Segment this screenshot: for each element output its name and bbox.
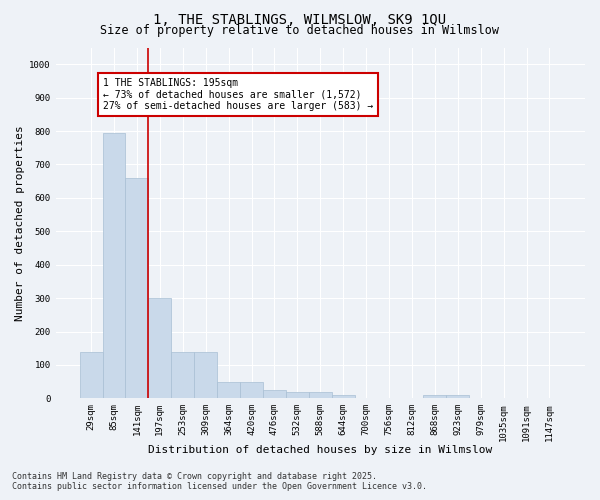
X-axis label: Distribution of detached houses by size in Wilmslow: Distribution of detached houses by size … xyxy=(148,445,493,455)
Bar xyxy=(217,382,240,398)
Bar xyxy=(286,392,309,398)
Bar xyxy=(103,132,125,398)
Bar xyxy=(80,352,103,399)
Bar xyxy=(424,395,446,398)
Text: Size of property relative to detached houses in Wilmslow: Size of property relative to detached ho… xyxy=(101,24,499,37)
Bar xyxy=(148,298,171,398)
Bar xyxy=(263,390,286,398)
Bar xyxy=(171,352,194,399)
Y-axis label: Number of detached properties: Number of detached properties xyxy=(15,125,25,321)
Bar xyxy=(240,382,263,398)
Bar xyxy=(309,392,332,398)
Bar xyxy=(332,395,355,398)
Bar xyxy=(125,178,148,398)
Text: 1 THE STABLINGS: 195sqm
← 73% of detached houses are smaller (1,572)
27% of semi: 1 THE STABLINGS: 195sqm ← 73% of detache… xyxy=(103,78,373,111)
Text: Contains HM Land Registry data © Crown copyright and database right 2025.
Contai: Contains HM Land Registry data © Crown c… xyxy=(12,472,427,491)
Bar xyxy=(194,352,217,399)
Bar xyxy=(446,395,469,398)
Text: 1, THE STABLINGS, WILMSLOW, SK9 1QU: 1, THE STABLINGS, WILMSLOW, SK9 1QU xyxy=(154,12,446,26)
